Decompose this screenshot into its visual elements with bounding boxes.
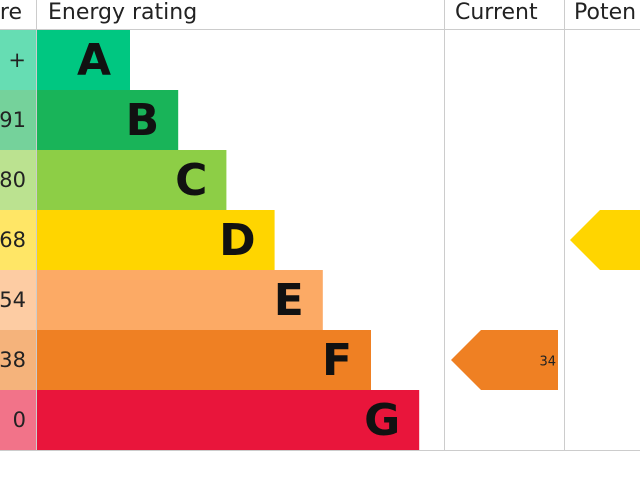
header-score: re [0, 0, 22, 25]
header-current: Current [455, 0, 538, 25]
band-letter: D [219, 215, 256, 266]
band-letter: G [364, 395, 400, 446]
band-score: 38 [0, 348, 26, 372]
band-bar [36, 30, 130, 90]
band-score: 0 [13, 408, 26, 432]
score-cell [0, 30, 36, 90]
band-bar [36, 150, 227, 210]
header-rating: Energy rating [48, 0, 197, 25]
band-letter: F [322, 335, 352, 386]
score-cell [0, 150, 36, 210]
score-cell [0, 330, 36, 390]
band-score: 68 [0, 228, 26, 252]
band-score: 54 [0, 288, 26, 312]
band-score: 91 [0, 108, 26, 132]
header-potential: Poten [574, 0, 636, 25]
band-bar [36, 270, 323, 330]
band-letter: E [274, 275, 304, 326]
score-cell [0, 390, 36, 450]
bands: + A 91 B 80 C 68 D 54 E 38 F 0 G [0, 30, 420, 450]
band-bar [36, 210, 275, 270]
potential-arrow [570, 210, 640, 270]
band-letter: C [175, 155, 207, 206]
band-letter: B [126, 95, 160, 146]
band-letter: A [77, 35, 111, 86]
score-cell [0, 210, 36, 270]
current-value: 34 [539, 355, 556, 370]
band-bar [36, 330, 371, 390]
band-score: + [8, 48, 26, 72]
band-bar [36, 90, 179, 150]
score-cell [0, 90, 36, 150]
score-cell [0, 270, 36, 330]
band-score: 80 [0, 168, 26, 192]
current-arrow [451, 330, 558, 390]
band-bar [36, 390, 420, 450]
